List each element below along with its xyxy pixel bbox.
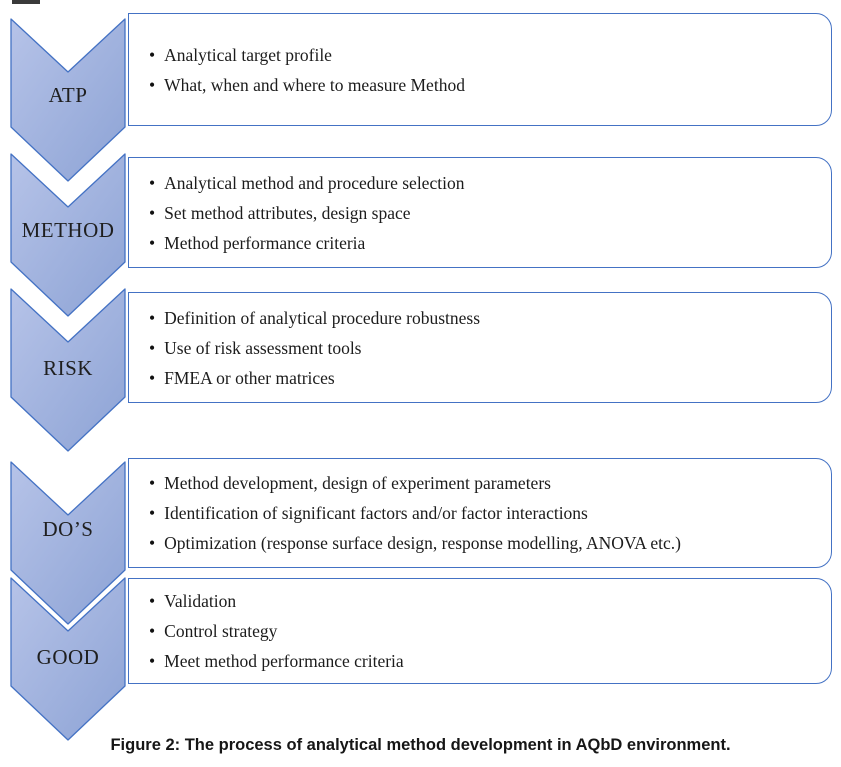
step-box-method: Analytical method and procedure selectio… — [128, 157, 832, 268]
bullet-list: Method development, design of experiment… — [129, 468, 695, 558]
bullet-item: Use of risk assessment tools — [149, 333, 480, 363]
chevron-down-icon — [10, 577, 126, 741]
bullet-item: Control strategy — [149, 616, 404, 646]
step-label-risk: RISK — [43, 356, 93, 380]
bullet-item: Analytical method and procedure selectio… — [149, 168, 464, 198]
bullet-item: Optimization (response surface design, r… — [149, 528, 681, 558]
chevron-shape-dos — [10, 461, 126, 625]
step-box-dos: Method development, design of experiment… — [128, 458, 832, 568]
step-label-dos: DO’S — [42, 517, 94, 541]
crop-artifact — [12, 0, 40, 4]
chevron-shape-good — [10, 577, 126, 741]
chevron-shape-atp — [10, 18, 126, 182]
step-box-good: Validation Control strategy Meet method … — [128, 578, 832, 684]
bullet-item: Set method attributes, design space — [149, 198, 464, 228]
bullet-item: Identification of significant factors an… — [149, 498, 681, 528]
bullet-item: Method performance criteria — [149, 228, 464, 258]
chevron-down-icon — [10, 461, 126, 625]
bullet-list: Analytical method and procedure selectio… — [129, 168, 478, 258]
chevron-down-icon — [10, 153, 126, 317]
bullet-item: Validation — [149, 586, 404, 616]
step-label-good: GOOD — [36, 645, 100, 669]
bullet-item: Method development, design of experiment… — [149, 468, 681, 498]
bullet-list: Validation Control strategy Meet method … — [129, 586, 418, 676]
step-label-atp: ATP — [48, 83, 88, 107]
bullet-item: What, when and where to measure Method — [149, 70, 465, 100]
bullet-item: Meet method performance criteria — [149, 646, 404, 676]
bullet-item: Definition of analytical procedure robus… — [149, 303, 480, 333]
bullet-list: Analytical target profile What, when and… — [129, 40, 479, 100]
step-box-atp: Analytical target profile What, when and… — [128, 13, 832, 126]
bullet-list: Definition of analytical procedure robus… — [129, 303, 494, 393]
chevron-shape-risk — [10, 288, 126, 452]
chevron-shape-method — [10, 153, 126, 317]
step-label-method: METHOD — [21, 218, 115, 242]
chevron-down-icon — [10, 288, 126, 452]
bullet-item: Analytical target profile — [149, 40, 465, 70]
bullet-item: FMEA or other matrices — [149, 363, 480, 393]
step-box-risk: Definition of analytical procedure robus… — [128, 292, 832, 403]
chevron-down-icon — [10, 18, 126, 182]
figure-caption: Figure 2: The process of analytical meth… — [110, 736, 731, 754]
